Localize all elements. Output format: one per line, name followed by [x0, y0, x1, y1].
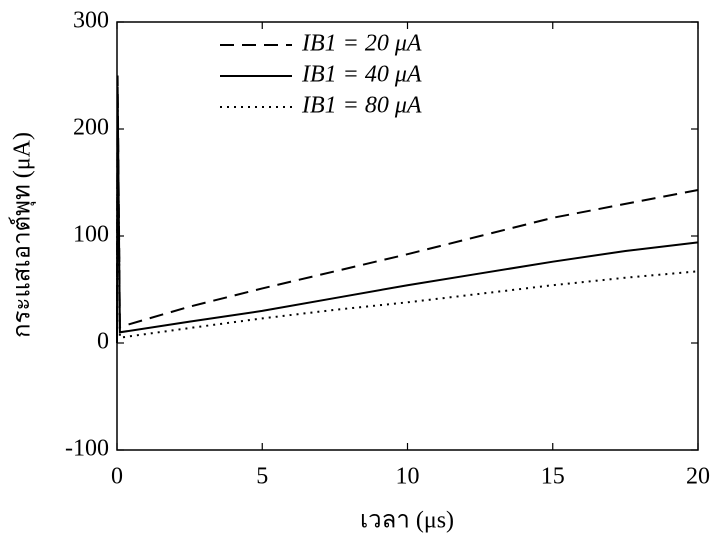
- series-line: [116, 96, 699, 344]
- y-axis-title: กระแสเอาต์พุท (μA): [8, 132, 37, 338]
- y-tick-label: 0: [97, 329, 109, 355]
- x-axis-title: เวลา (μs): [360, 508, 454, 534]
- y-tick-label: -100: [65, 436, 109, 462]
- legend-label: IB1 = 20 μA: [301, 31, 422, 57]
- x-tick-label: 20: [686, 464, 710, 490]
- x-tick-label: 10: [396, 464, 420, 490]
- series-line: [116, 86, 699, 344]
- legend-label: IB1 = 80 μA: [301, 93, 422, 119]
- x-tick-label: 5: [256, 464, 268, 490]
- series-line: [116, 75, 699, 344]
- legend-label: IB1 = 40 μA: [301, 62, 422, 88]
- y-tick-label: 200: [73, 115, 109, 141]
- y-tick-label: 100: [73, 222, 109, 248]
- y-tick-label: 300: [73, 8, 109, 34]
- x-tick-label: 0: [111, 464, 123, 490]
- x-tick-label: 15: [541, 464, 565, 490]
